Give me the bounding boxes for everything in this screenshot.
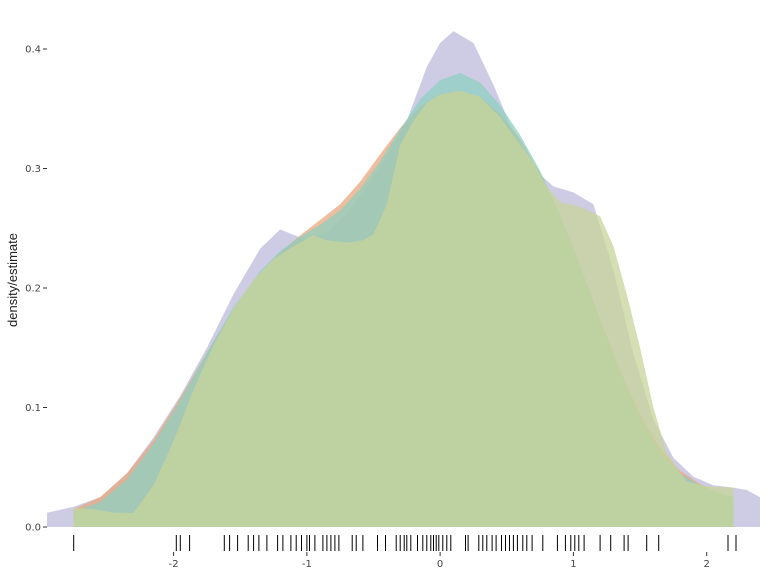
x-axis: -2 -1 0 1 2 <box>169 552 710 570</box>
x-tick-label: -2 <box>169 559 179 570</box>
y-tick-label: 0.3 <box>25 164 41 175</box>
x-tick-label: -1 <box>302 559 312 570</box>
rug-marks <box>73 535 737 551</box>
x-tick-label: 1 <box>570 559 576 570</box>
density-areas <box>47 31 760 528</box>
y-axis: 0.0 0.1 0.2 0.3 0.4 <box>25 45 47 534</box>
y-tick-label: 0.4 <box>25 45 41 56</box>
y-tick-label: 0.1 <box>25 403 41 414</box>
y-axis-title: density/estimate <box>5 233 20 327</box>
x-tick-label: 0 <box>437 559 443 570</box>
y-tick-label: 0.2 <box>25 284 41 295</box>
density-area-4 <box>73 90 734 528</box>
x-tick-label: 2 <box>704 559 710 570</box>
y-tick-label: 0.0 <box>25 523 41 534</box>
